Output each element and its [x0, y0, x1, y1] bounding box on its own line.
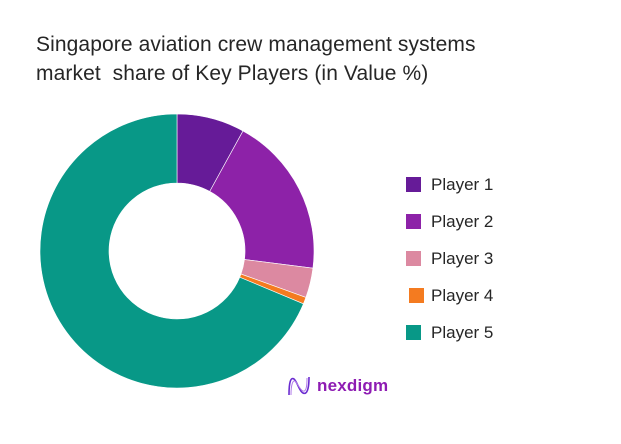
nexdigm-logo: nexdigm	[287, 375, 388, 397]
legend-label: Player 4	[431, 285, 494, 305]
legend-swatch	[406, 325, 421, 340]
chart-legend: Player 1 Player 2 Player 3 Player 4 Play…	[406, 166, 493, 351]
legend-item-player-4: Player 4	[406, 277, 493, 314]
legend-label: Player 3	[431, 248, 494, 268]
chart-title: Singapore aviation crew management syste…	[36, 30, 596, 88]
legend-item-player-2: Player 2	[406, 203, 493, 240]
chart-title-line-2: market share of Key Players (in Value %)	[36, 62, 429, 85]
legend-label: Player 5	[431, 322, 494, 342]
legend-swatch	[406, 251, 421, 266]
legend-label: Player 1	[431, 174, 494, 194]
legend-item-player-3: Player 3	[406, 240, 493, 277]
legend-label: Player 2	[431, 211, 494, 231]
legend-swatch	[406, 214, 421, 229]
legend-item-player-5: Player 5	[406, 314, 493, 351]
donut-slice-player-2	[209, 130, 315, 269]
chart-title-line-1: Singapore aviation crew management syste…	[36, 33, 476, 56]
legend-swatch	[409, 288, 424, 303]
donut-slices	[39, 113, 315, 389]
logo-text: nexdigm	[317, 376, 389, 395]
nexdigm-wave-icon	[288, 376, 310, 396]
legend-item-player-1: Player 1	[406, 166, 493, 203]
legend-swatch	[406, 177, 421, 192]
donut-slice-player-5	[39, 113, 304, 389]
